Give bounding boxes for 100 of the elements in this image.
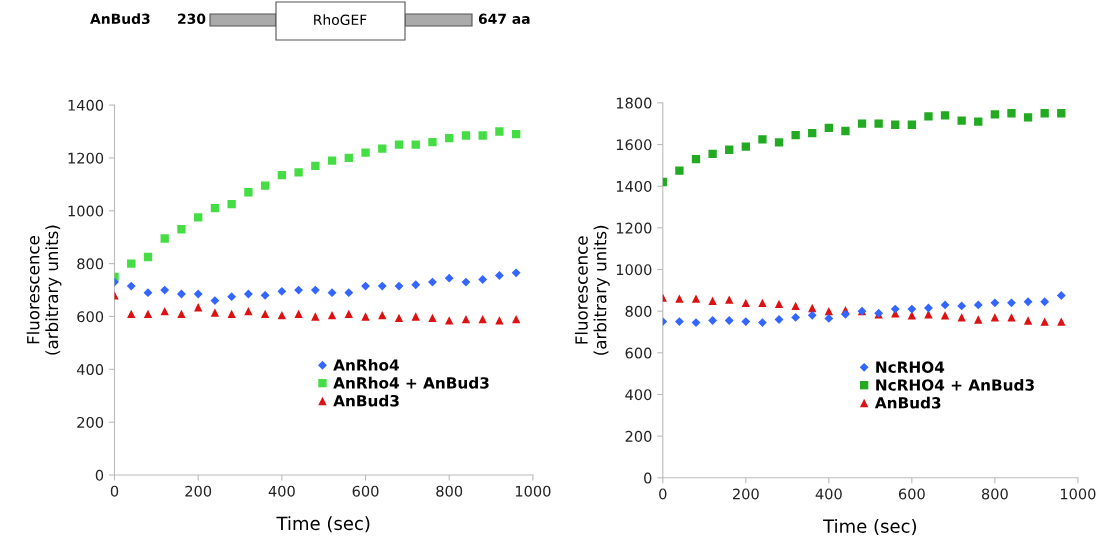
point xyxy=(260,290,270,300)
legend-label: AnBud3 xyxy=(333,394,399,407)
point xyxy=(177,225,186,234)
point xyxy=(277,286,287,296)
point xyxy=(194,213,203,222)
y-tick-label: 0 xyxy=(644,472,652,484)
point xyxy=(691,154,701,164)
point xyxy=(841,126,850,136)
point xyxy=(428,313,437,322)
point xyxy=(126,281,136,291)
point xyxy=(210,308,220,317)
point xyxy=(1056,291,1066,300)
point xyxy=(774,138,784,147)
point xyxy=(973,300,983,310)
y-tick-label: 1000 xyxy=(68,205,104,217)
point xyxy=(758,298,767,307)
point xyxy=(478,131,487,140)
point xyxy=(461,277,471,287)
point xyxy=(143,288,153,298)
point xyxy=(194,303,203,312)
point xyxy=(741,142,750,151)
point xyxy=(974,117,983,126)
point xyxy=(791,130,800,140)
point xyxy=(890,304,900,314)
point xyxy=(691,318,701,328)
x-tick-label: 1000 xyxy=(515,485,551,497)
point xyxy=(940,300,950,310)
point xyxy=(725,295,734,304)
point xyxy=(675,166,684,175)
point xyxy=(411,140,420,149)
point xyxy=(1040,317,1049,326)
point xyxy=(193,289,203,299)
point xyxy=(160,307,169,316)
point xyxy=(143,252,153,262)
point xyxy=(445,133,454,143)
point xyxy=(708,316,718,325)
point xyxy=(495,316,504,325)
point xyxy=(940,111,950,120)
y-tick-label: 1200 xyxy=(616,222,652,234)
y-tick-label: 0 xyxy=(95,469,104,481)
point xyxy=(824,123,833,133)
point xyxy=(974,315,983,324)
point xyxy=(990,110,1000,119)
point xyxy=(227,309,236,318)
point xyxy=(394,140,404,149)
point xyxy=(907,120,917,129)
point xyxy=(990,313,1000,322)
y-tick-label: 400 xyxy=(625,389,652,401)
point xyxy=(243,289,253,299)
point xyxy=(957,301,967,311)
y-tick-label: 800 xyxy=(77,258,104,270)
y-tick-label: 1400 xyxy=(616,180,652,192)
point xyxy=(1023,297,1033,307)
point xyxy=(511,129,521,139)
point xyxy=(808,128,817,138)
point xyxy=(1023,316,1033,325)
point xyxy=(310,285,320,295)
point xyxy=(857,119,867,128)
point xyxy=(1023,113,1033,122)
point xyxy=(758,318,767,328)
point xyxy=(428,277,437,287)
point xyxy=(227,292,237,302)
point xyxy=(294,309,303,318)
point xyxy=(143,309,153,318)
y-axis-title: Fluorescence (arbitrary units) xyxy=(574,225,610,355)
y-tick-label: 200 xyxy=(625,430,652,442)
y-tick-label: 1800 xyxy=(616,97,652,109)
point xyxy=(478,314,487,324)
point xyxy=(494,271,504,280)
point xyxy=(824,314,834,323)
x-tick-label: 200 xyxy=(185,485,212,497)
point xyxy=(378,144,387,153)
point xyxy=(361,312,370,321)
point xyxy=(378,310,387,320)
point xyxy=(708,149,717,159)
point xyxy=(361,281,370,291)
point xyxy=(791,301,800,311)
point xyxy=(361,148,370,157)
x-axis-title: Time (sec) xyxy=(823,518,917,536)
point xyxy=(1057,109,1066,118)
y-tick-label: 600 xyxy=(77,311,104,323)
point xyxy=(244,188,253,197)
point xyxy=(907,304,917,314)
point xyxy=(725,145,734,154)
y-tick-label: 800 xyxy=(625,305,652,317)
point xyxy=(127,259,136,268)
point xyxy=(177,309,186,318)
x-tick-label: 200 xyxy=(732,488,759,500)
x-tick-label: 600 xyxy=(352,485,379,497)
point xyxy=(461,314,471,324)
y-tick-label: 1200 xyxy=(68,152,104,164)
point xyxy=(924,303,933,313)
point xyxy=(210,296,220,306)
point xyxy=(260,309,270,318)
x-tick-label: 800 xyxy=(436,485,463,497)
legend-label: AnRho4 + AnBud3 xyxy=(333,376,489,389)
x-tick-label: 0 xyxy=(659,488,667,500)
x-tick-label: 0 xyxy=(110,485,119,497)
y-tick-label: 400 xyxy=(76,364,104,376)
x-tick-label: 800 xyxy=(981,488,1008,500)
